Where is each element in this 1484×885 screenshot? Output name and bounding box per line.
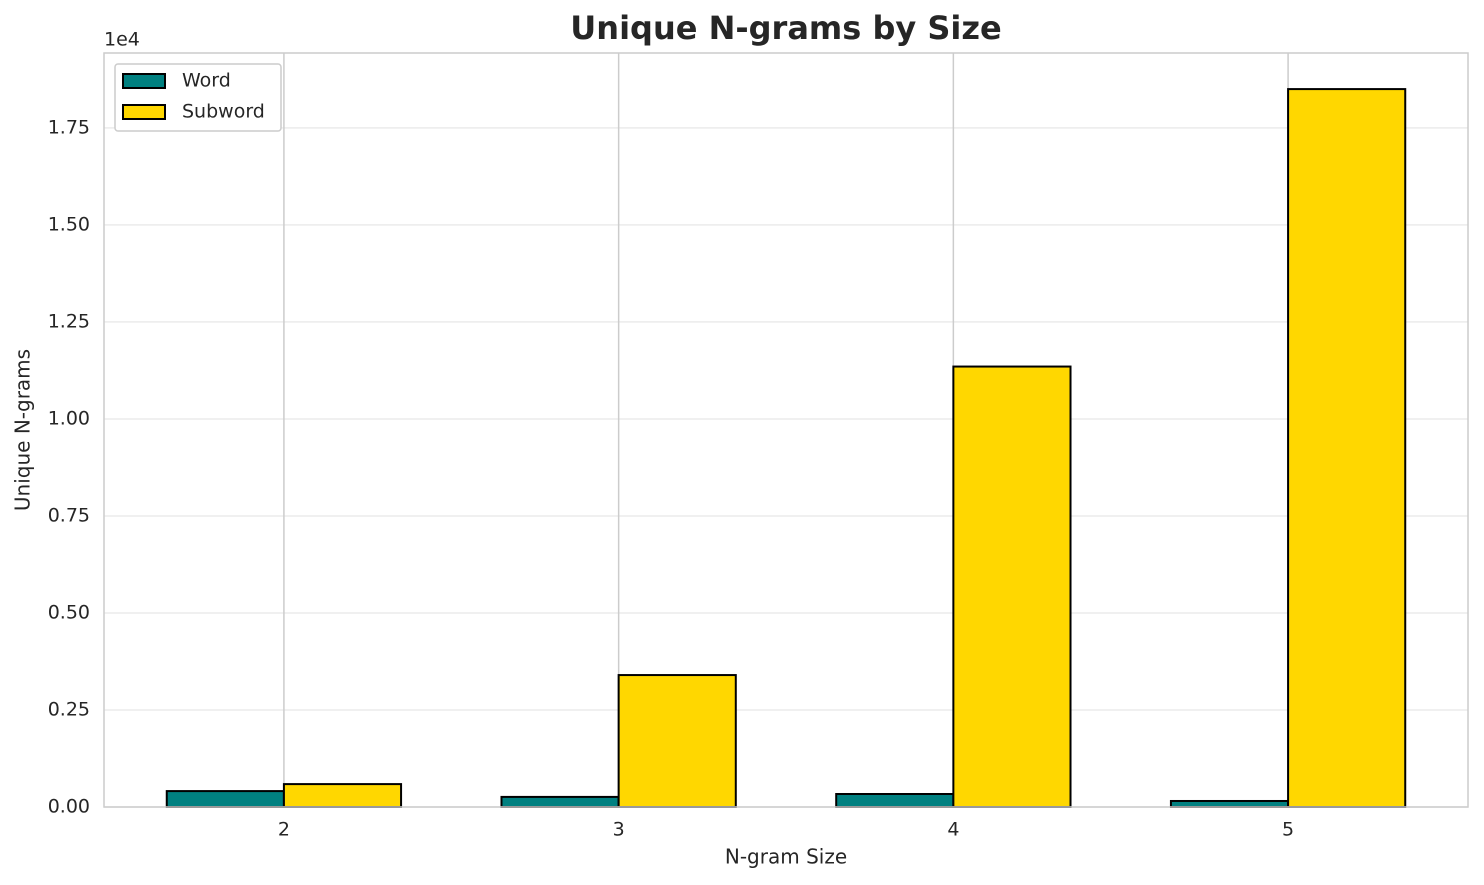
y-tick-label: 1.50 <box>48 213 90 235</box>
x-tick-label: 4 <box>947 819 959 841</box>
y-axis-label: Unique N-grams <box>11 349 35 511</box>
y-tick-label: 1.75 <box>48 116 90 138</box>
plot-frame <box>103 52 1469 808</box>
x-tick-label: 5 <box>1282 819 1294 841</box>
y-tick-label: 1.00 <box>48 407 90 429</box>
bar <box>1169 799 1290 808</box>
legend-label: Word <box>182 70 231 92</box>
bar <box>165 790 285 808</box>
bar <box>1287 88 1407 809</box>
y-tick-label: 0.25 <box>48 698 90 720</box>
legend-swatch <box>122 73 166 89</box>
x-axis-label: N-gram Size <box>725 845 847 869</box>
legend: Word Subword <box>114 63 282 132</box>
y-tick-label: 0.75 <box>48 504 90 526</box>
x-tick-label: 3 <box>613 819 625 841</box>
y-tick-label: 0.50 <box>48 601 90 623</box>
y-tick-label: 0.00 <box>48 796 90 818</box>
bar <box>835 793 955 808</box>
chart-title: Unique N-grams by Size <box>570 9 1001 47</box>
offset-label: 1e4 <box>104 29 140 51</box>
bar <box>282 783 403 809</box>
legend-swatch <box>122 104 166 120</box>
bar <box>952 365 1072 808</box>
y-tick-label: 1.25 <box>48 310 90 332</box>
legend-label: Subword <box>182 101 265 123</box>
grid <box>104 53 1468 808</box>
x-tick-label: 2 <box>278 819 290 841</box>
bar <box>617 674 737 808</box>
bars <box>165 88 1407 809</box>
bar <box>500 795 620 809</box>
